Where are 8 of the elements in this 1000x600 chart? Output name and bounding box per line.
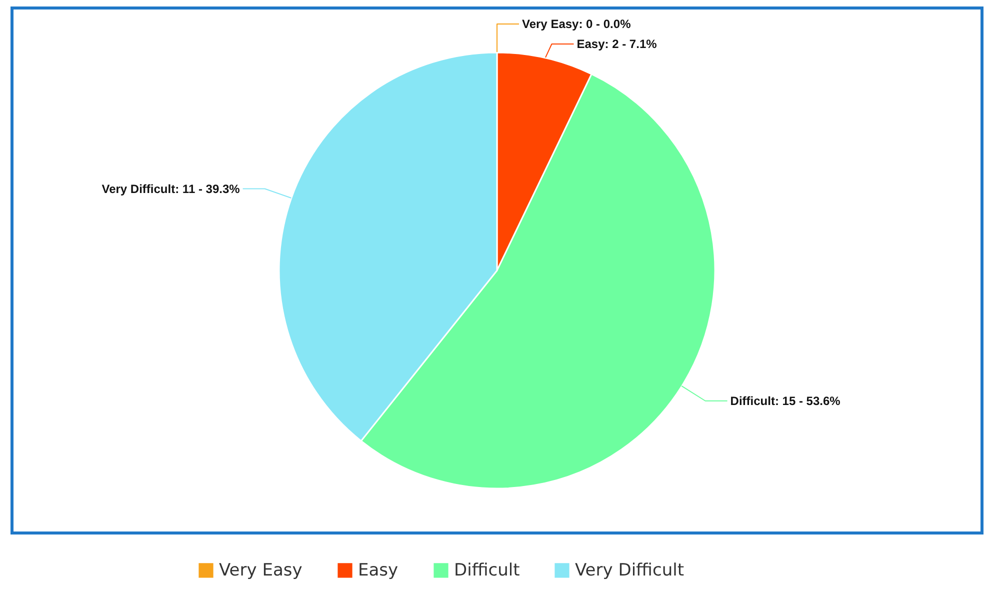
data-label: Difficult: 15 - 53.6% <box>730 394 841 408</box>
text: Very Easy: 0 - 0.0% <box>522 17 631 31</box>
legend-label: Easy <box>358 560 398 580</box>
legend-label: Very Difficult <box>575 560 684 580</box>
data-label: Very Difficult: 11 - 39.3% <box>102 182 240 196</box>
legend-label: Very Easy <box>219 560 302 580</box>
legend-label: Difficult <box>454 560 520 580</box>
data-label: Easy: 2 - 7.1% <box>576 37 658 51</box>
